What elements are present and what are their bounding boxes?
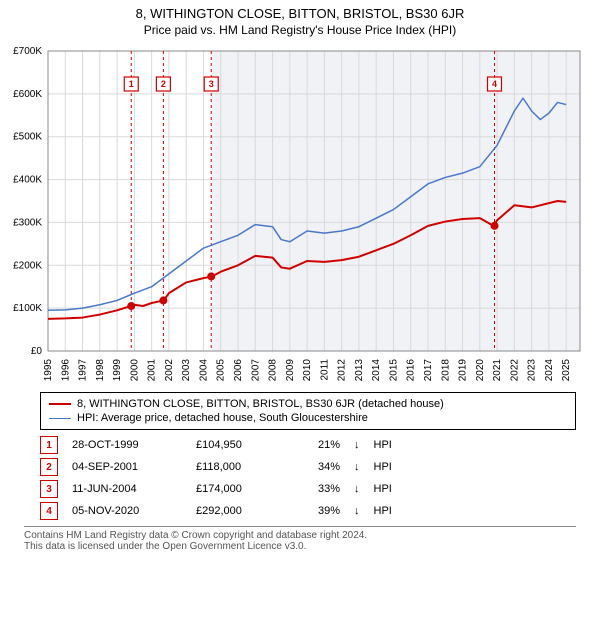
page-title: 8, WITHINGTON CLOSE, BITTON, BRISTOL, BS… xyxy=(0,0,600,21)
tx-price: £118,000 xyxy=(196,461,286,473)
tx-marker: 2 xyxy=(40,458,58,476)
table-row: 4 05-NOV-2020 £292,000 39% ↓ HPI xyxy=(40,500,576,522)
tx-date: 11-JUN-2004 xyxy=(72,483,182,495)
svg-text:4: 4 xyxy=(492,79,497,89)
svg-text:2017: 2017 xyxy=(423,359,434,382)
svg-text:3: 3 xyxy=(209,79,214,89)
legend-row-hpi: HPI: Average price, detached house, Sout… xyxy=(49,411,567,425)
svg-text:2022: 2022 xyxy=(509,359,520,382)
svg-text:2025: 2025 xyxy=(561,359,572,382)
table-row: 3 11-JUN-2004 £174,000 33% ↓ HPI xyxy=(40,478,576,500)
tx-price: £104,950 xyxy=(196,439,286,451)
tx-price: £292,000 xyxy=(196,505,286,517)
price-chart: £0 £100K £200K £300K £400K £500K £600K £700K 199… xyxy=(0,41,600,386)
svg-text:2011: 2011 xyxy=(319,359,330,381)
tx-date: 05-NOV-2020 xyxy=(72,505,182,517)
legend: 8, WITHINGTON CLOSE, BITTON, BRISTOL, BS… xyxy=(40,392,576,430)
svg-text:2014: 2014 xyxy=(371,359,382,382)
svg-text:1: 1 xyxy=(129,79,134,89)
transactions-table: 1 28-OCT-1999 £104,950 21% ↓ HPI 2 04-SEP-2001 £… xyxy=(40,434,576,522)
tx-vs: HPI xyxy=(374,483,392,495)
tx-gap: 21% xyxy=(300,439,340,451)
svg-text:2003: 2003 xyxy=(181,359,192,382)
tx-vs: HPI xyxy=(374,439,392,451)
svg-text:2009: 2009 xyxy=(285,359,296,382)
tx-vs: HPI xyxy=(374,505,392,517)
arrow-down-icon: ↓ xyxy=(354,483,360,495)
svg-text:2006: 2006 xyxy=(233,359,244,382)
footer-line-2: This data is licensed under the Open Gov… xyxy=(24,541,576,552)
svg-text:£0: £0 xyxy=(31,346,43,357)
svg-text:2008: 2008 xyxy=(268,359,279,382)
footer: Contains HM Land Registry data © Crown c… xyxy=(24,526,576,552)
tx-marker: 3 xyxy=(40,480,58,498)
svg-text:2021: 2021 xyxy=(492,359,503,382)
svg-text:1997: 1997 xyxy=(78,359,89,382)
svg-text:1995: 1995 xyxy=(43,359,54,382)
legend-swatch-red xyxy=(49,403,71,405)
svg-text:2018: 2018 xyxy=(440,359,451,382)
svg-text:£600K: £600K xyxy=(13,89,42,100)
svg-text:2013: 2013 xyxy=(354,359,365,382)
svg-text:1998: 1998 xyxy=(95,359,106,382)
tx-vs: HPI xyxy=(374,461,392,473)
legend-row-property: 8, WITHINGTON CLOSE, BITTON, BRISTOL, BS… xyxy=(49,397,567,411)
table-row: 1 28-OCT-1999 £104,950 21% ↓ HPI xyxy=(40,434,576,456)
svg-text:2012: 2012 xyxy=(337,359,348,382)
tx-price: £174,000 xyxy=(196,483,286,495)
legend-swatch-blue xyxy=(49,418,71,419)
svg-text:£200K: £200K xyxy=(13,260,42,271)
svg-text:£100K: £100K xyxy=(13,303,42,314)
svg-text:£300K: £300K xyxy=(13,217,42,228)
svg-text:£500K: £500K xyxy=(13,132,42,143)
svg-text:2020: 2020 xyxy=(475,359,486,382)
svg-text:£700K: £700K xyxy=(13,46,42,57)
legend-label-property: 8, WITHINGTON CLOSE, BITTON, BRISTOL, BS… xyxy=(77,398,444,410)
svg-text:2023: 2023 xyxy=(527,359,538,382)
svg-text:2000: 2000 xyxy=(129,359,140,382)
tx-gap: 33% xyxy=(300,483,340,495)
arrow-down-icon: ↓ xyxy=(354,461,360,473)
arrow-down-icon: ↓ xyxy=(354,439,360,451)
svg-text:1999: 1999 xyxy=(112,359,123,382)
svg-text:2004: 2004 xyxy=(198,359,209,382)
footer-line-1: Contains HM Land Registry data © Crown c… xyxy=(24,530,576,541)
svg-text:2002: 2002 xyxy=(164,359,175,382)
tx-date: 04-SEP-2001 xyxy=(72,461,182,473)
svg-text:1996: 1996 xyxy=(60,359,71,382)
svg-text:2016: 2016 xyxy=(406,359,417,382)
svg-text:2: 2 xyxy=(161,79,166,89)
svg-text:2001: 2001 xyxy=(147,359,158,382)
svg-text:2015: 2015 xyxy=(388,359,399,382)
tx-marker: 1 xyxy=(40,436,58,454)
tx-gap: 34% xyxy=(300,461,340,473)
svg-text:2024: 2024 xyxy=(544,359,555,382)
table-row: 2 04-SEP-2001 £118,000 34% ↓ HPI xyxy=(40,456,576,478)
svg-text:2019: 2019 xyxy=(458,359,469,382)
svg-text:2007: 2007 xyxy=(250,359,261,382)
tx-marker: 4 xyxy=(40,502,58,520)
svg-text:2010: 2010 xyxy=(302,359,313,382)
arrow-down-icon: ↓ xyxy=(354,505,360,517)
tx-gap: 39% xyxy=(300,505,340,517)
tx-date: 28-OCT-1999 xyxy=(72,439,182,451)
page-subtitle: Price paid vs. HM Land Registry's House … xyxy=(0,21,600,41)
svg-text:£400K: £400K xyxy=(13,175,42,186)
svg-text:2005: 2005 xyxy=(216,359,227,382)
legend-label-hpi: HPI: Average price, detached house, Sout… xyxy=(77,412,368,424)
